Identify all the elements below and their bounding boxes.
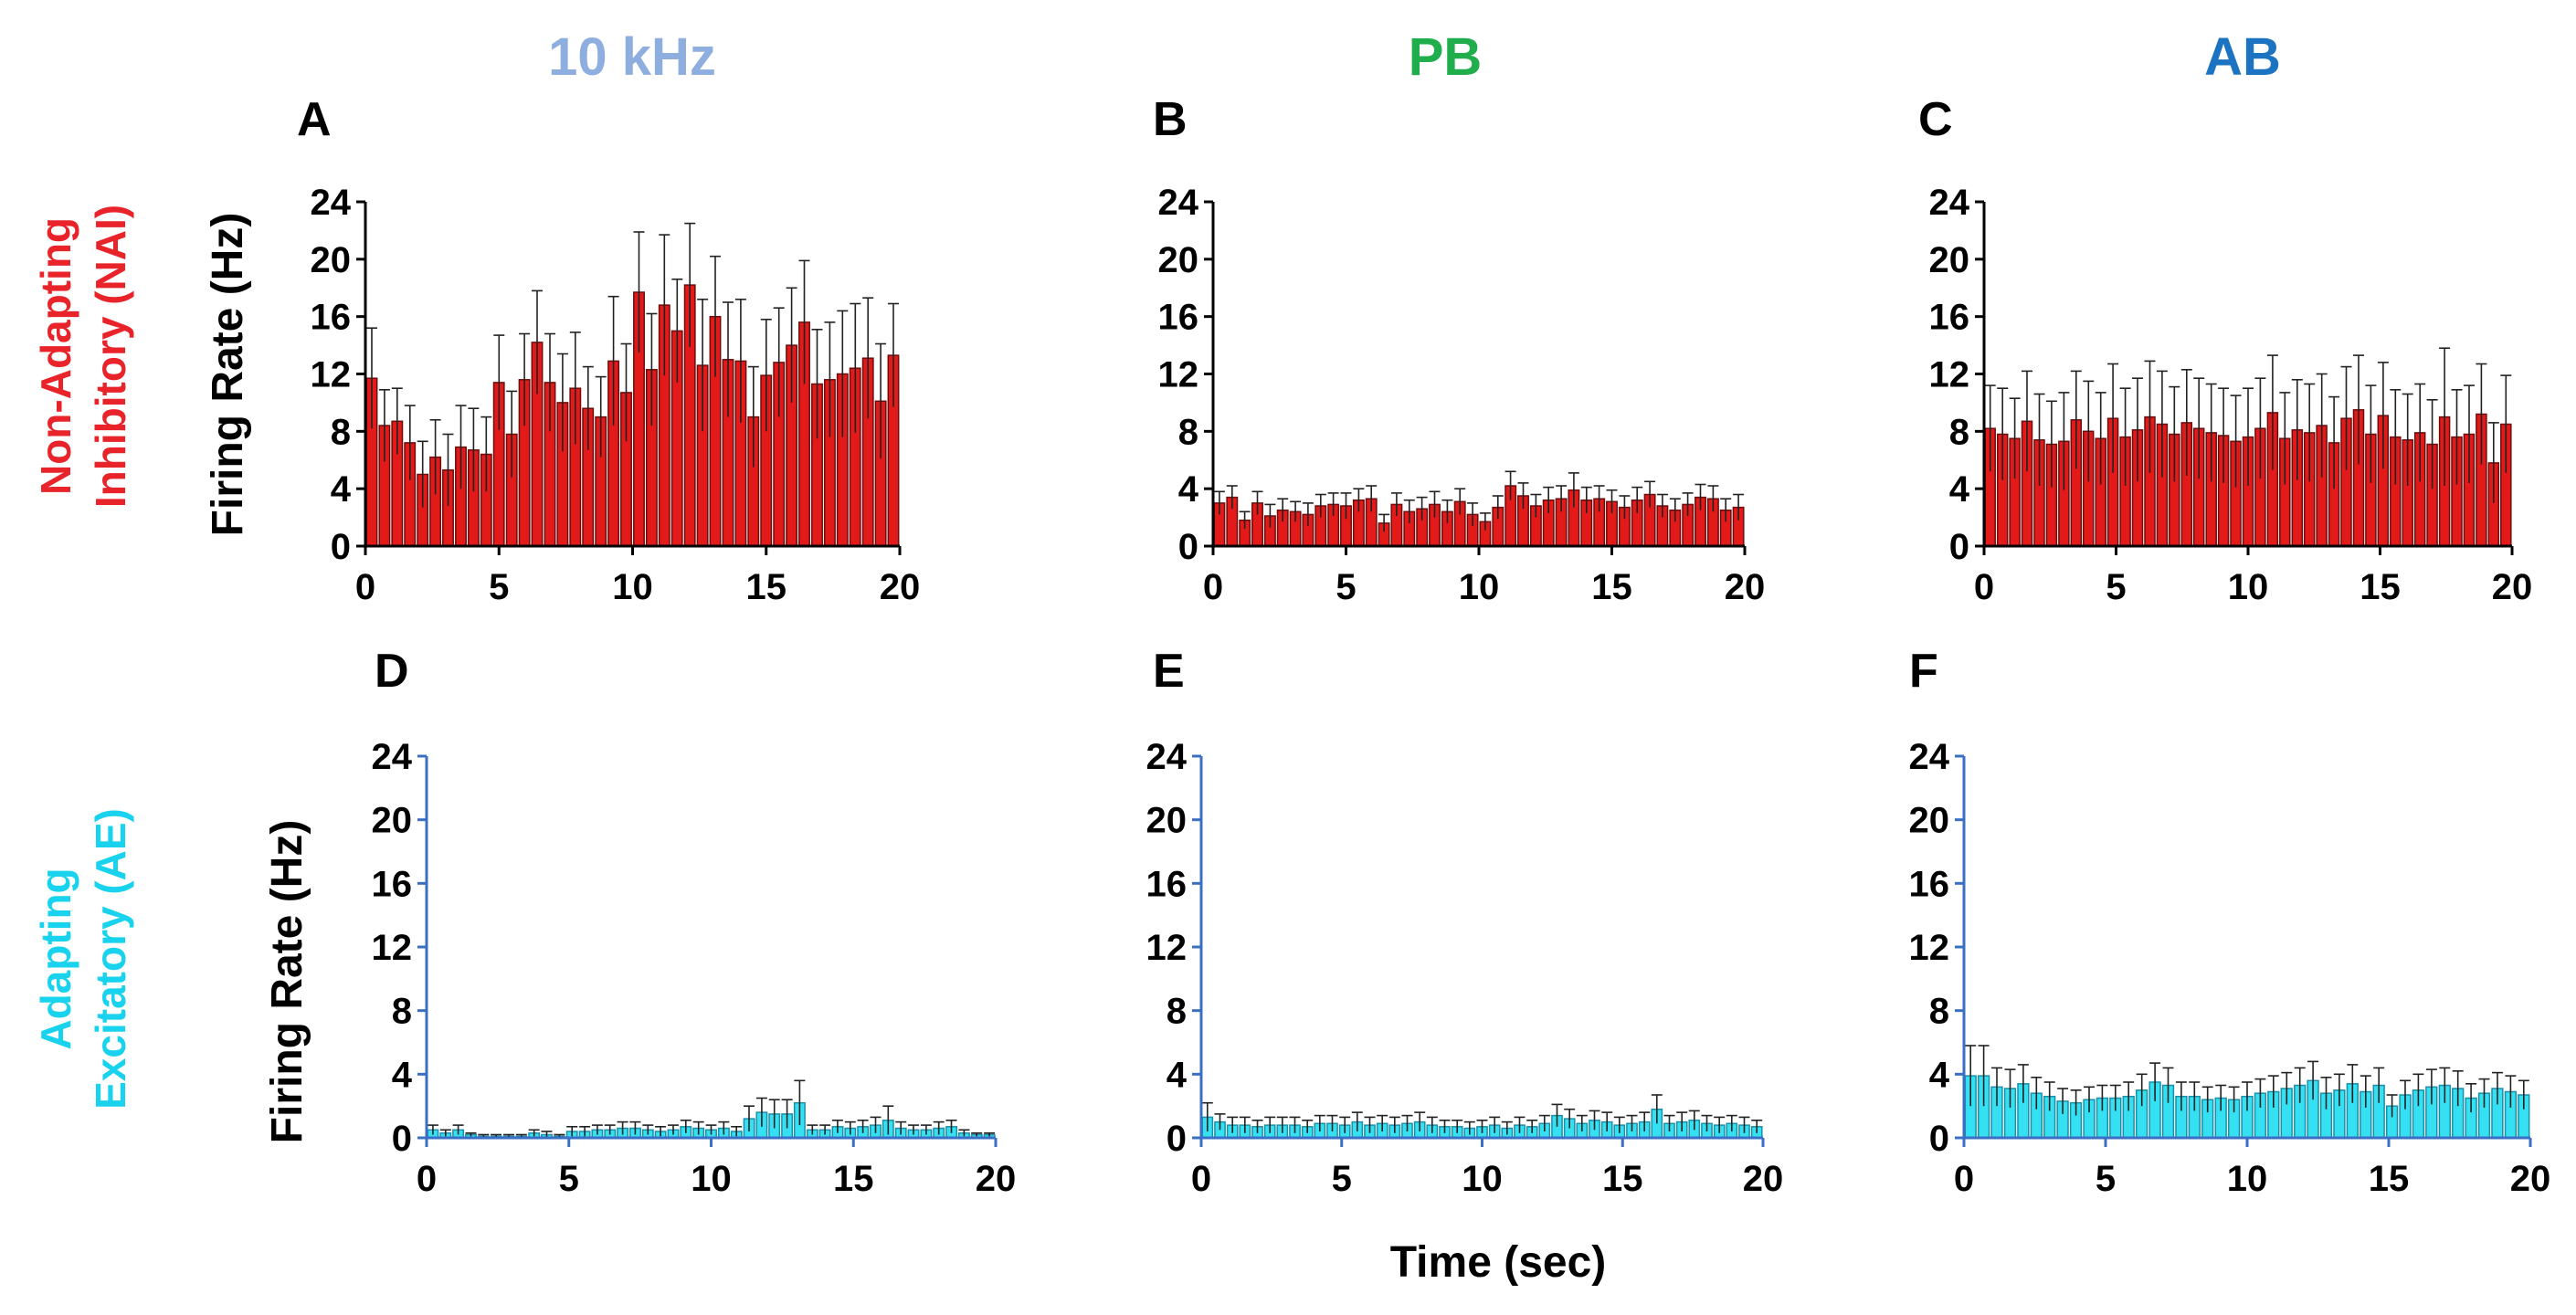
panel-letter-f: F — [1909, 645, 1938, 698]
y-tick-label-d-2: 8 — [392, 992, 412, 1032]
x-tick-label-a-0: 0 — [355, 567, 375, 607]
x-tick-label-a-1: 5 — [489, 567, 509, 607]
panel-a: A 0 4 8 12 16 20 24 0 5 10 15 20 — [297, 93, 920, 607]
y-axis-title-top: Firing Rate (Hz) — [204, 213, 252, 537]
y-tick-label-e-6: 24 — [1146, 737, 1188, 777]
y-tick-label-e-1: 4 — [1167, 1055, 1188, 1095]
x-tick-label-b-0: 0 — [1203, 567, 1223, 607]
svg-text:Inhibitory (NAI): Inhibitory (NAI) — [87, 205, 134, 508]
panel-e: E 0 4 8 12 16 20 24 0 5 10 15 20 — [1146, 645, 1784, 1199]
row-label-nai: Non-Adapting Inhibitory (NAI) — [32, 205, 134, 508]
x-tick-label-d-1: 5 — [559, 1159, 579, 1199]
x-tick-label-b-2: 10 — [1459, 567, 1500, 607]
y-tick-label-a-0: 0 — [331, 527, 351, 567]
x-tick-label-d-4: 20 — [976, 1159, 1017, 1199]
x-tick-label-d-2: 10 — [691, 1159, 732, 1199]
panel-letter-e: E — [1153, 645, 1185, 698]
column-header-pb: PB — [1409, 27, 1483, 87]
panel-c: C 0 4 8 12 16 20 24 0 5 10 15 20 — [1918, 93, 2532, 607]
y-tick-label-f-0: 0 — [1929, 1119, 1949, 1159]
x-tick-label-e-1: 5 — [1332, 1159, 1352, 1199]
panel-letter-a: A — [297, 93, 332, 146]
svg-text:Excitatory (AE): Excitatory (AE) — [87, 808, 134, 1110]
y-tick-label-a-4: 16 — [311, 298, 352, 338]
x-tick-label-e-0: 0 — [1191, 1159, 1211, 1199]
panel-d: D 0 4 8 12 16 20 24 0 5 10 15 20 — [372, 645, 1017, 1199]
y-axis-title-bottom: Firing Rate (Hz) — [263, 820, 311, 1144]
y-tick-label-b-6: 24 — [1158, 183, 1199, 223]
column-header-10khz: 10 kHz — [548, 27, 716, 87]
x-axis-title: Time (sec) — [1390, 1238, 1607, 1287]
y-tick-label-f-1: 4 — [1929, 1055, 1950, 1095]
x-tick-label-f-3: 15 — [2369, 1159, 2410, 1199]
x-tick-label-e-4: 20 — [1743, 1159, 1784, 1199]
x-tick-label-e-2: 10 — [1462, 1159, 1503, 1199]
y-tick-label-b-2: 8 — [1178, 412, 1198, 452]
x-tick-label-f-2: 10 — [2227, 1159, 2268, 1199]
y-tick-label-a-1: 4 — [331, 469, 352, 510]
x-tick-label-b-4: 20 — [1725, 567, 1766, 607]
y-tick-label-c-0: 0 — [1949, 527, 1969, 567]
row-label-ae: Adapting Excitatory (AE) — [32, 808, 134, 1110]
x-tick-label-a-4: 20 — [880, 567, 921, 607]
y-tick-label-b-5: 20 — [1158, 240, 1199, 280]
y-tick-label-c-2: 8 — [1949, 412, 1969, 452]
y-tick-label-e-5: 20 — [1146, 801, 1188, 841]
y-tick-label-c-4: 16 — [1929, 298, 1970, 338]
y-tick-label-b-1: 4 — [1178, 469, 1199, 510]
y-tick-label-c-5: 20 — [1929, 240, 1970, 280]
x-tick-label-c-2: 10 — [2228, 567, 2269, 607]
x-tick-label-c-1: 5 — [2106, 567, 2126, 607]
y-tick-label-c-1: 4 — [1949, 469, 1970, 510]
y-tick-label-a-2: 8 — [331, 412, 351, 452]
column-header-ab: AB — [2204, 27, 2281, 87]
x-tick-label-b-1: 5 — [1336, 567, 1356, 607]
panels: A 0 4 8 12 16 20 24 0 5 10 15 20 B 0 4 8 12 16 20 24 0 5 10 15 20… — [297, 93, 2550, 1199]
y-tick-label-f-6: 24 — [1909, 737, 1950, 777]
x-tick-label-f-4: 20 — [2510, 1159, 2551, 1199]
x-tick-label-c-3: 15 — [2360, 567, 2401, 607]
y-tick-label-c-6: 24 — [1929, 183, 1970, 223]
y-tick-label-e-0: 0 — [1167, 1119, 1187, 1159]
y-tick-label-d-1: 4 — [392, 1055, 413, 1095]
x-tick-label-f-1: 5 — [2096, 1159, 2116, 1199]
panel-letter-c: C — [1918, 93, 1953, 146]
y-tick-label-e-3: 12 — [1146, 928, 1188, 968]
svg-text:Non-Adapting: Non-Adapting — [32, 217, 79, 495]
x-tick-label-d-3: 15 — [833, 1159, 874, 1199]
y-tick-label-c-3: 12 — [1929, 355, 1970, 395]
y-tick-label-a-6: 24 — [311, 183, 352, 223]
y-tick-label-b-3: 12 — [1158, 355, 1199, 395]
y-tick-label-f-3: 12 — [1909, 928, 1950, 968]
y-tick-label-f-5: 20 — [1909, 801, 1950, 841]
panel-f: F 0 4 8 12 16 20 24 0 5 10 15 20 — [1909, 645, 2551, 1199]
x-tick-label-a-2: 10 — [612, 567, 653, 607]
svg-text:Adapting: Adapting — [32, 868, 79, 1049]
x-tick-label-d-0: 0 — [417, 1159, 437, 1199]
y-tick-label-b-4: 16 — [1158, 298, 1199, 338]
x-tick-label-a-3: 15 — [746, 567, 787, 607]
x-tick-label-b-3: 15 — [1591, 567, 1632, 607]
y-tick-label-d-6: 24 — [372, 737, 413, 777]
y-tick-label-e-4: 16 — [1146, 864, 1188, 904]
y-tick-label-b-0: 0 — [1178, 527, 1198, 567]
y-tick-label-f-2: 8 — [1929, 992, 1949, 1032]
panel-letter-d: D — [375, 645, 409, 698]
y-tick-label-d-4: 16 — [372, 864, 413, 904]
panel-b: B 0 4 8 12 16 20 24 0 5 10 15 20 — [1153, 93, 1765, 607]
y-tick-label-a-3: 12 — [311, 355, 352, 395]
x-tick-label-e-3: 15 — [1602, 1159, 1643, 1199]
y-tick-label-d-3: 12 — [372, 928, 413, 968]
x-tick-label-c-4: 20 — [2492, 567, 2533, 607]
y-tick-label-e-2: 8 — [1167, 992, 1187, 1032]
y-tick-label-f-4: 16 — [1909, 864, 1950, 904]
x-tick-label-f-0: 0 — [1954, 1159, 1974, 1199]
y-tick-label-a-5: 20 — [311, 240, 352, 280]
y-tick-label-d-5: 20 — [372, 801, 413, 841]
panel-letter-b: B — [1153, 93, 1188, 146]
y-tick-label-d-0: 0 — [392, 1119, 412, 1159]
x-tick-label-c-0: 0 — [1974, 567, 1994, 607]
